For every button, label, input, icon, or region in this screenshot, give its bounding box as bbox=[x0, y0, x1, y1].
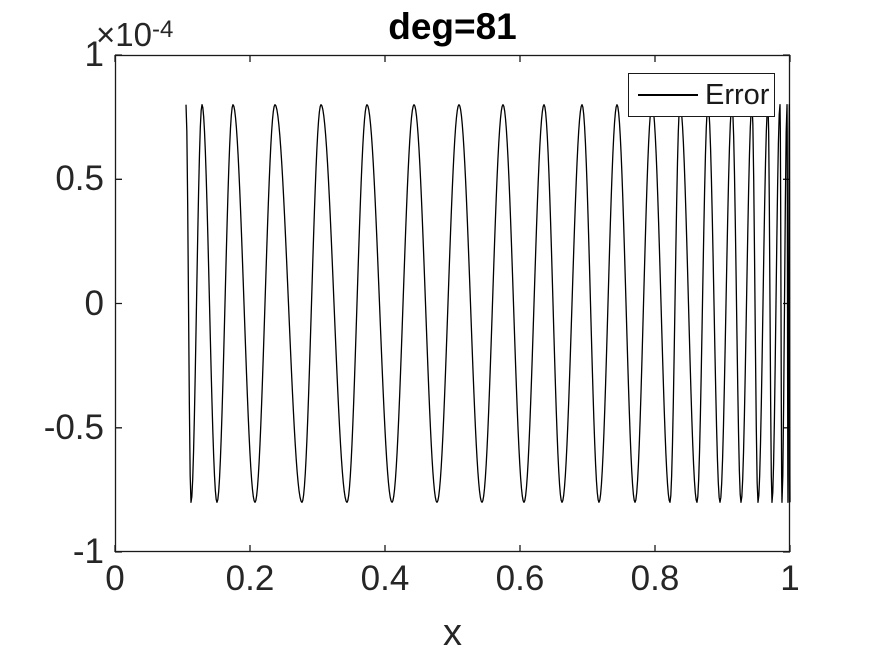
legend-box: Error bbox=[628, 73, 775, 117]
y-tick-label: 0.5 bbox=[55, 159, 104, 199]
y-tick-label: 0 bbox=[84, 283, 104, 323]
y-tick-label: -1 bbox=[72, 532, 104, 571]
x-tick-label: 0.6 bbox=[495, 559, 545, 598]
x-tick-label: 1 bbox=[780, 559, 800, 598]
x-tick-label: 0.8 bbox=[630, 559, 680, 598]
y-axis-exponent-label: ×10-4 bbox=[96, 16, 173, 54]
y-tick-label: 1 bbox=[84, 35, 104, 74]
x-tick-label: 0 bbox=[105, 559, 125, 598]
error-curve bbox=[185, 104, 791, 503]
x-axis-label: x bbox=[443, 612, 462, 654]
x-tick-label: 0.4 bbox=[360, 559, 410, 598]
y-exponent-base: ×10 bbox=[96, 16, 152, 53]
legend-label: Error bbox=[705, 79, 770, 111]
legend-line-swatch bbox=[638, 94, 698, 96]
tick-marks bbox=[114, 54, 791, 553]
chart-title: deg=81 bbox=[388, 6, 517, 47]
y-tick-label: -0.5 bbox=[43, 407, 104, 447]
y-exponent-power: -4 bbox=[151, 16, 174, 43]
x-tick-label: 0.2 bbox=[225, 559, 275, 598]
